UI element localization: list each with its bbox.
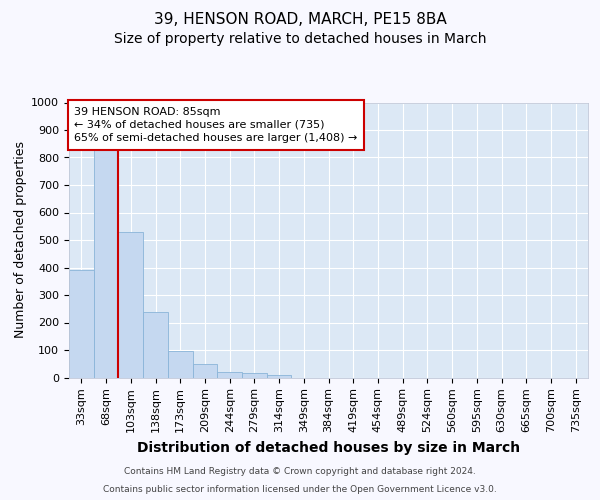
- Bar: [143, 312, 168, 378]
- Y-axis label: Number of detached properties: Number of detached properties: [14, 142, 27, 338]
- Bar: [168, 352, 193, 378]
- Bar: [69, 270, 94, 378]
- X-axis label: Distribution of detached houses by size in March: Distribution of detached houses by size …: [137, 440, 520, 454]
- Bar: [118, 232, 143, 378]
- Bar: [193, 364, 217, 378]
- Text: 39, HENSON ROAD, MARCH, PE15 8BA: 39, HENSON ROAD, MARCH, PE15 8BA: [154, 12, 446, 28]
- Bar: [217, 372, 242, 378]
- Text: Contains HM Land Registry data © Crown copyright and database right 2024.: Contains HM Land Registry data © Crown c…: [124, 467, 476, 476]
- Bar: [267, 375, 292, 378]
- Text: Contains public sector information licensed under the Open Government Licence v3: Contains public sector information licen…: [103, 484, 497, 494]
- Bar: [94, 149, 118, 378]
- Text: 39 HENSON ROAD: 85sqm
← 34% of detached houses are smaller (735)
65% of semi-det: 39 HENSON ROAD: 85sqm ← 34% of detached …: [74, 106, 358, 143]
- Bar: [242, 374, 267, 378]
- Text: Size of property relative to detached houses in March: Size of property relative to detached ho…: [114, 32, 486, 46]
